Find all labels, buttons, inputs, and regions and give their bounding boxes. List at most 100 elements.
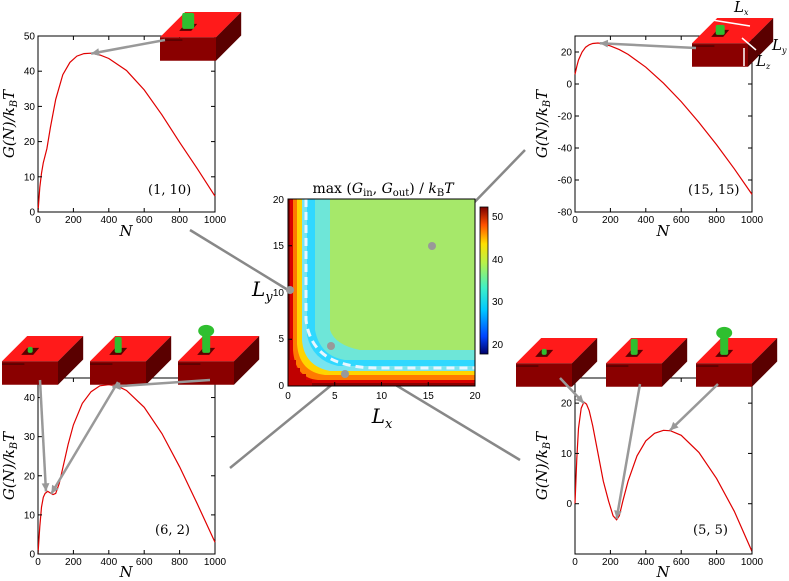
y-tick-label: 20 — [24, 137, 36, 148]
y-tick-label: -40 — [558, 144, 573, 155]
heatmap-xtick-label: 5 — [332, 391, 338, 402]
heatmap-ytick-label: 15 — [273, 241, 285, 252]
heatmap-point-1-10 — [286, 286, 294, 294]
dimension-label-ly: Ly — [771, 36, 787, 55]
dimension-label-lx: Lx — [733, 0, 749, 17]
heatmap-xtick-labels: 0 5 10 15 20 — [285, 391, 481, 402]
x-tick-label: 200 — [602, 557, 619, 568]
colorbar-ticks: 20 30 40 50 — [492, 212, 504, 351]
y-tick-label: 0 — [566, 80, 572, 91]
x-tick-label: 600 — [673, 557, 690, 568]
panel-bottom-right: 0 200 400 600 800 1000 0 10 20 N G(N)/kBT (5, 5) — [533, 377, 764, 581]
arrow-bl-1 — [38, 379, 50, 492]
x-tick-label: 400 — [100, 215, 117, 226]
pointer-arrows — [38, 38, 719, 520]
nucleus-cube-tr — [692, 18, 774, 67]
x-tick-label: 800 — [708, 215, 725, 226]
x-tick-label: 1000 — [204, 215, 227, 226]
x-tick-label: 800 — [171, 215, 188, 226]
xlabel: N — [118, 563, 133, 581]
arrow-tl — [90, 38, 166, 56]
y-tick-label: 30 — [24, 102, 36, 113]
heatmap-band-cyan — [288, 199, 475, 386]
heatmap-ytick-label: 20 — [273, 195, 285, 206]
heatmap-point-6-2 — [341, 370, 349, 378]
x-tick-label: 0 — [572, 215, 578, 226]
y-tick-label: 20 — [24, 471, 36, 482]
heatmap-xtick-label: 10 — [376, 391, 388, 402]
heatmap-dashed-boundary — [304, 199, 475, 370]
y-tick-label: 10 — [561, 449, 573, 460]
colorbar — [479, 206, 489, 355]
heatmap-xtick-label: 20 — [469, 391, 481, 402]
panel-top-right: 0 200 400 600 800 1000 -80 -60 -40 -20 0 20 N G(N)/… — [533, 35, 764, 240]
xlabel: N — [118, 222, 133, 240]
panel-frame — [574, 35, 753, 213]
ylabel: G(N)/kBT — [533, 431, 553, 500]
y-tick-label: -20 — [558, 112, 573, 123]
dimension-arrow-ly — [741, 37, 757, 51]
y-tick-label: 20 — [561, 48, 573, 59]
x-tick-label: 600 — [136, 557, 153, 568]
ylabel: G(N)/kBT — [0, 431, 20, 500]
y-tick-label: -60 — [558, 176, 573, 187]
x-tick-label: 800 — [708, 557, 725, 568]
y-tick-label: 10 — [24, 510, 36, 521]
ylabel: G(N)/kBT — [0, 89, 20, 158]
arrow-bl-3 — [112, 378, 211, 391]
axis-ticks: 0 200 400 600 800 1000 0 10 20 30 40 — [24, 378, 227, 568]
x-tick-label: 0 — [35, 557, 41, 568]
xlabel: N — [655, 563, 670, 581]
y-tick-label: -80 — [558, 208, 573, 219]
panel-frame — [37, 35, 216, 213]
nucleus-cube-br-3 — [696, 326, 778, 387]
arrow-br-3 — [669, 383, 719, 432]
arrow-br-1 — [559, 377, 585, 405]
nucleus-cube-bl-1 — [2, 336, 84, 385]
heatmap-corner-steps — [288, 360, 312, 386]
heatmap-band-yellow — [288, 199, 475, 386]
x-tick-label: 1000 — [741, 215, 764, 226]
heatmap-ytick-labels: 0 5 10 15 20 — [273, 195, 285, 392]
y-tick-label: 0 — [29, 550, 35, 561]
heatmap-ytick-label: 0 — [278, 381, 284, 392]
axis-ticks: 0 200 400 600 800 1000 0 10 20 — [561, 378, 764, 568]
connector-line-tl — [189, 228, 289, 292]
colorbar-tick-label: 30 — [492, 297, 504, 308]
panel-annotation: (6, 2) — [155, 523, 190, 538]
y-tick-label: 0 — [29, 208, 35, 219]
colorbar-tick-label: 50 — [492, 212, 504, 223]
y-tick-label: 0 — [566, 499, 572, 510]
xlabel: N — [655, 222, 670, 240]
axis-ticks: 0 200 400 600 800 1000 -80 -60 -40 -20 0 20 — [558, 36, 764, 226]
arrow-bl-2 — [50, 381, 120, 495]
panel-annotation: (15, 15) — [688, 183, 740, 198]
nucleus-cube-br-2 — [606, 338, 688, 387]
x-tick-label: 0 — [35, 215, 41, 226]
arrow-br-2 — [614, 383, 642, 520]
dimension-label-lz: Lz — [755, 52, 771, 71]
x-tick-label: 1000 — [741, 557, 764, 568]
heatmap-xtick-label: 15 — [423, 391, 435, 402]
ylabel: G(N)/kBT — [533, 89, 553, 158]
y-tick-label: 10 — [24, 172, 36, 183]
cube-illustrations — [2, 12, 778, 387]
heatmap-area — [288, 199, 475, 386]
nucleus-cube-bl-2 — [90, 336, 172, 385]
heatmap-xlabel: Lx — [371, 404, 393, 432]
panel-bottom-left: 0 200 400 600 800 1000 0 10 20 30 40 N G(N)/kBT (6… — [0, 377, 227, 581]
x-tick-label: 1000 — [204, 557, 227, 568]
x-tick-label: 200 — [65, 557, 82, 568]
connector-line-bl — [229, 373, 346, 469]
nucleus-cube-br-1 — [516, 338, 598, 387]
y-tick-label: 40 — [24, 393, 36, 404]
nucleus-cube-tl — [160, 12, 242, 61]
arrow-tr — [599, 39, 697, 50]
free-energy-curve — [37, 52, 216, 213]
heatmap-panel: max (Gin, Gout) / kBT 0 5 — [251, 181, 504, 432]
dimension-arrow-lx — [711, 19, 751, 27]
colorbar-tick-label: 20 — [492, 340, 504, 351]
y-tick-label: 50 — [24, 32, 36, 43]
